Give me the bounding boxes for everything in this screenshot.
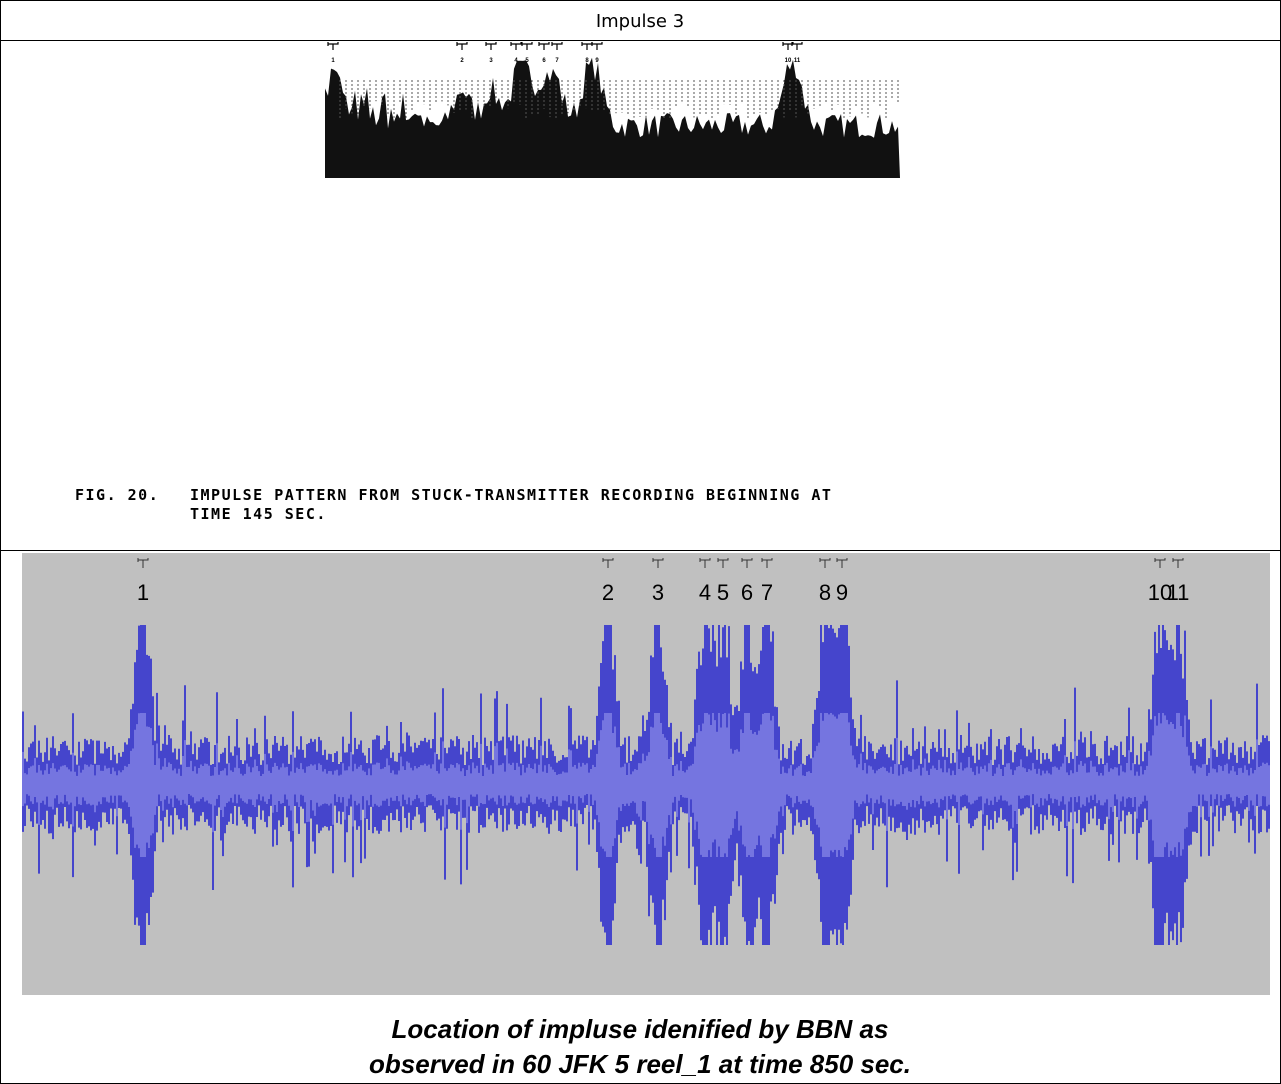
marker-bracket [1154, 558, 1166, 568]
marker-label: 8 [819, 580, 831, 605]
recording-caption: Location of impluse idenified by BBN as [392, 1014, 889, 1044]
marker-label: 2 [602, 580, 614, 605]
marker-bracket [717, 558, 729, 568]
marker-label: 6 [741, 580, 753, 605]
marker-label: 10 [785, 58, 792, 64]
marker-bracket [791, 42, 803, 50]
marker-bracket [510, 42, 522, 50]
marker-bracket [485, 42, 497, 50]
waveform-hatch [339, 80, 899, 120]
figure-label: FIG. 20. [75, 486, 159, 504]
marker-label: 3 [489, 58, 493, 64]
marker-label: 5 [525, 58, 529, 64]
marker-label: 11 [1167, 580, 1190, 605]
marker-label: 8 [585, 58, 589, 64]
marker-label: 9 [595, 58, 599, 64]
marker-label: 9 [836, 580, 848, 605]
marker-label: 3 [652, 580, 664, 605]
marker-label: 10 [1148, 580, 1172, 605]
waveform-core [22, 713, 1270, 857]
marker-bracket [538, 42, 550, 50]
marker-label: 7 [555, 58, 559, 64]
waveform [325, 57, 900, 179]
marker-label: 4 [514, 58, 518, 64]
marker-bracket [836, 558, 848, 568]
recording-caption: observed in 60 JFK 5 reel_1 at time 850 … [369, 1049, 911, 1079]
marker-bracket [699, 558, 711, 568]
marker-bracket [591, 42, 603, 50]
marker-bracket [551, 42, 563, 50]
figure-caption: TIME 145 SEC. [190, 505, 327, 523]
marker-label: 6 [542, 58, 546, 64]
marker-bracket [741, 558, 753, 568]
marker-bracket [602, 558, 614, 568]
marker-bracket [819, 558, 831, 568]
header-title: Impulse 3 [596, 11, 684, 32]
marker-bracket [652, 558, 664, 568]
figure-image: 1 2 3 4 5 6 7 8 9 10 11 [325, 42, 900, 179]
marker-label: 11 [794, 58, 801, 64]
marker-label: 1 [137, 580, 149, 605]
marker-bracket [327, 42, 339, 50]
marker-bracket [137, 558, 149, 568]
marker-label: 2 [460, 58, 464, 64]
marker-bracket [1172, 558, 1184, 568]
marker-label: 4 [699, 580, 711, 605]
marker-label: 5 [717, 580, 729, 605]
marker-label: 1 [331, 58, 335, 64]
marker-bracket [761, 558, 773, 568]
figure-caption: IMPULSE PATTERN FROM STUCK-TRANSMITTER R… [190, 486, 832, 504]
marker-bracket [521, 42, 533, 50]
marker-label: 7 [761, 580, 773, 605]
marker-bracket [456, 42, 468, 50]
